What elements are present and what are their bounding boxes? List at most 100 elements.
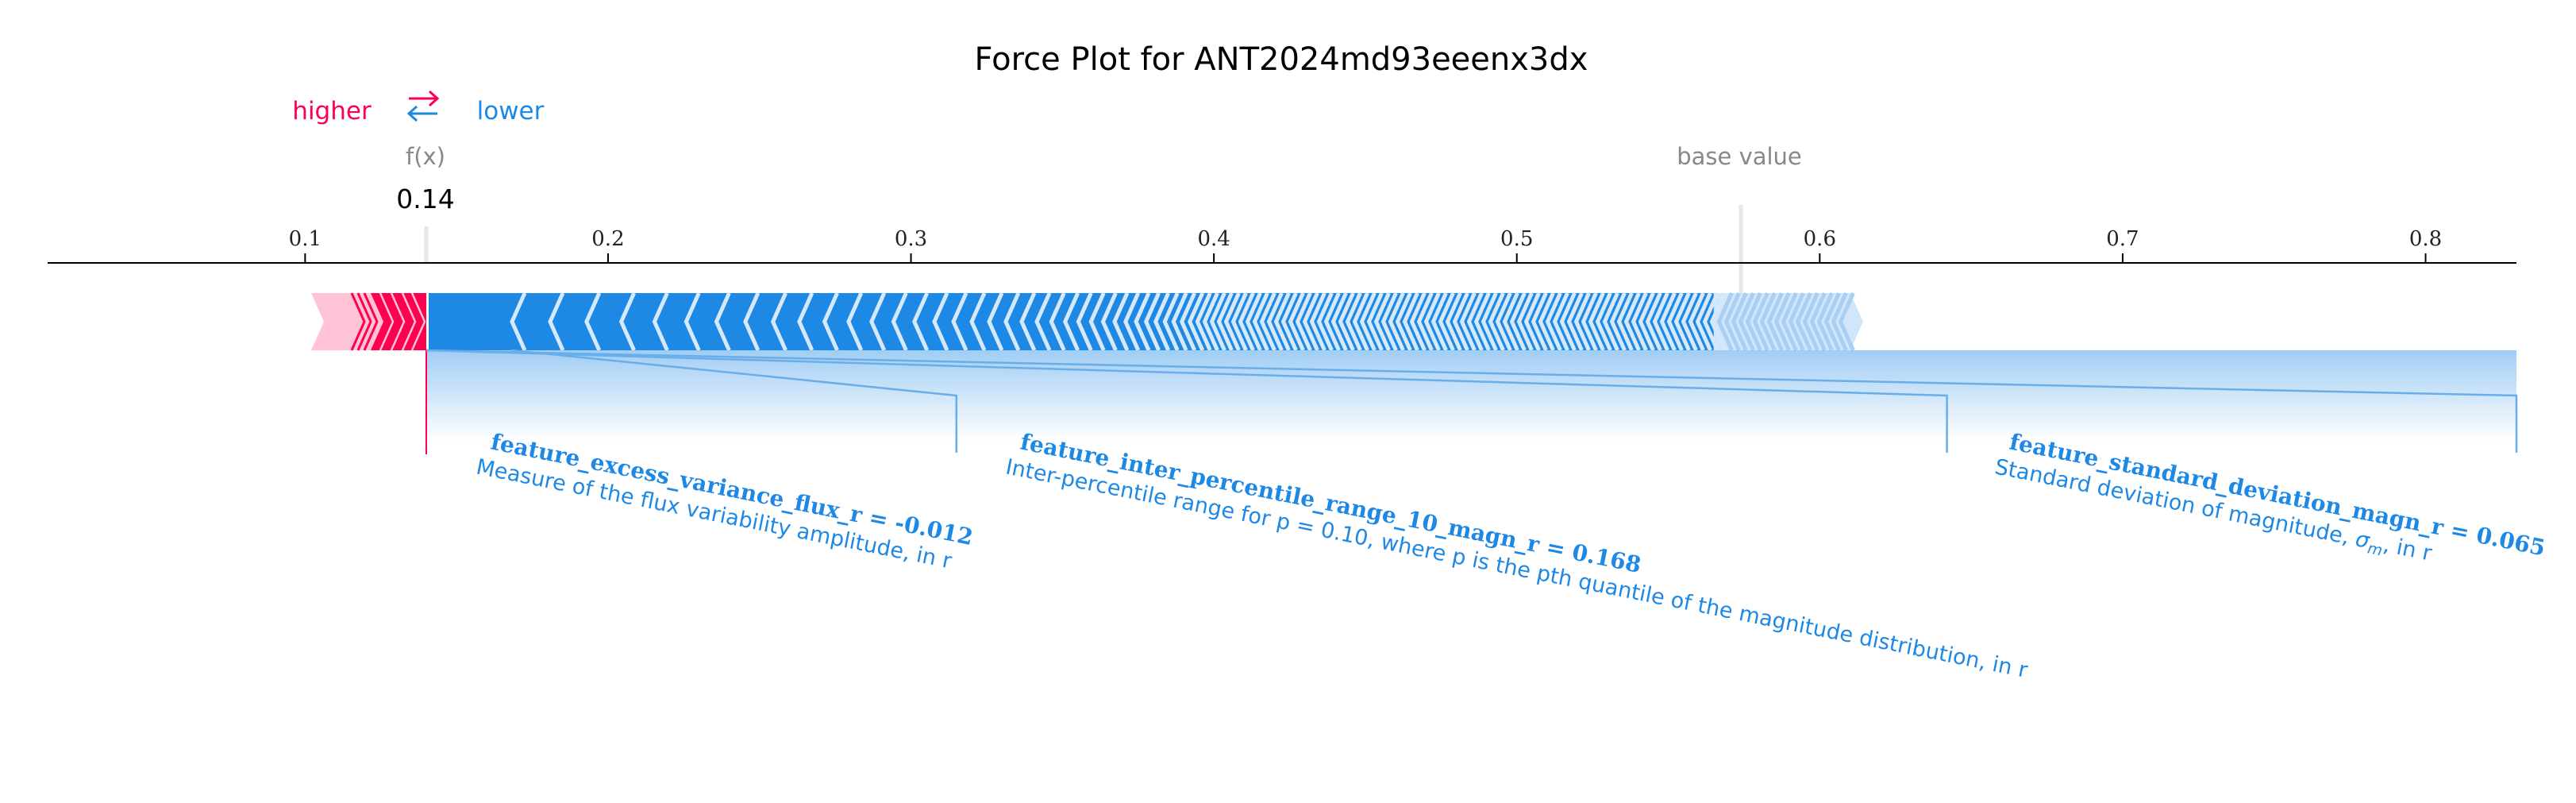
negative-chevron bbox=[1731, 291, 1748, 352]
negative-chevron bbox=[1171, 291, 1188, 352]
negative-chevron bbox=[1473, 291, 1491, 352]
negative-chevron bbox=[1359, 291, 1377, 352]
negative-chevron bbox=[618, 291, 636, 352]
negative-chevron bbox=[1143, 291, 1161, 352]
positive-chevron bbox=[390, 292, 406, 351]
negative-chevron bbox=[1288, 291, 1305, 352]
annotation-connector bbox=[425, 349, 1948, 453]
negative-chevron bbox=[1773, 291, 1791, 352]
negative-chevron bbox=[1409, 291, 1427, 352]
negative-chevron bbox=[584, 291, 602, 352]
fx-label: f(x) bbox=[406, 143, 445, 170]
negative-chevron bbox=[1252, 291, 1269, 352]
negative-chevron bbox=[1316, 291, 1334, 352]
negative-chevron bbox=[1588, 291, 1605, 352]
negative-chevron bbox=[1509, 291, 1527, 352]
negative-chevron bbox=[683, 291, 701, 352]
negative-chevron bbox=[1380, 291, 1398, 352]
negative-chevron bbox=[1716, 291, 1734, 352]
negative-chevron bbox=[1049, 291, 1066, 352]
negative-chevron bbox=[1495, 291, 1512, 352]
negative-chevron bbox=[891, 291, 908, 352]
negative-chevron bbox=[1003, 291, 1021, 352]
negative-chevron bbox=[1416, 291, 1434, 352]
negative-chevron bbox=[1345, 291, 1362, 352]
negative-chevron bbox=[1666, 291, 1684, 352]
x-tick-label: 0.7 bbox=[2106, 227, 2139, 251]
annotation-description: Inter-percentile range for p = 0.10, whe… bbox=[1003, 454, 2030, 683]
negative-chevron bbox=[1466, 291, 1484, 352]
negative-chevron bbox=[1452, 291, 1469, 352]
negative-chevron bbox=[1034, 291, 1052, 352]
negative-chevron bbox=[1502, 291, 1519, 352]
legend-arrows-icon bbox=[406, 90, 440, 122]
fx-value: 0.14 bbox=[396, 183, 454, 214]
negative-chevron bbox=[869, 291, 887, 352]
negative-chevron bbox=[1838, 291, 1855, 352]
negative-chevron bbox=[1709, 291, 1727, 352]
annotation-description-subscript: m bbox=[2366, 539, 2384, 559]
negative-chevron bbox=[1723, 291, 1741, 352]
negative-chevron bbox=[1595, 291, 1612, 352]
annotation-connector bbox=[425, 349, 2518, 453]
negative-chevron bbox=[1631, 291, 1648, 352]
negative-chevron bbox=[1180, 291, 1197, 352]
negative-chevron bbox=[1695, 291, 1712, 352]
negative-chevron bbox=[1295, 291, 1312, 352]
negative-chevron bbox=[1616, 291, 1634, 352]
negative-chevron bbox=[1230, 291, 1248, 352]
negative-chevron bbox=[1280, 291, 1298, 352]
negative-chevron bbox=[1538, 291, 1555, 352]
negative-chevron bbox=[1223, 291, 1241, 352]
negative-chevron bbox=[987, 291, 1004, 352]
negative-chevron bbox=[1162, 291, 1180, 352]
negative-chevron bbox=[1309, 291, 1327, 352]
negative-chevron bbox=[510, 291, 527, 352]
negative-chevron bbox=[1531, 291, 1548, 352]
negative-chevron bbox=[1134, 291, 1151, 352]
base-value-label: base value bbox=[1677, 143, 1802, 170]
negative-chevron bbox=[932, 291, 949, 352]
x-tick-label: 0.8 bbox=[2409, 227, 2442, 251]
negative-chevron bbox=[1209, 291, 1226, 352]
negative-chevron bbox=[1609, 291, 1627, 352]
annotation-label-group: feature_inter_percentile_range_10_magn_r… bbox=[1003, 429, 2030, 684]
negative-chevron bbox=[846, 291, 864, 352]
negative-chevron bbox=[1123, 291, 1141, 352]
negative-chevron bbox=[1188, 291, 1205, 352]
negative-chevron bbox=[1445, 291, 1462, 352]
x-tick-label: 0.6 bbox=[1804, 227, 1836, 251]
negative-chevron bbox=[1100, 291, 1118, 352]
negative-chevron bbox=[951, 291, 968, 352]
negative-chevron bbox=[822, 291, 839, 352]
negative-chevron bbox=[1423, 291, 1441, 352]
x-tick-label: 0.3 bbox=[895, 227, 927, 251]
negative-chevron bbox=[1638, 291, 1655, 352]
negative-chevron bbox=[1752, 291, 1769, 352]
negative-chevron bbox=[1153, 291, 1171, 352]
negative-chevron bbox=[1673, 291, 1691, 352]
negative-chevron bbox=[1430, 291, 1448, 352]
negative-chevron bbox=[1352, 291, 1369, 352]
negative-chevron bbox=[1330, 291, 1348, 352]
positive-chevron bbox=[363, 292, 379, 351]
negative-chevron bbox=[1516, 291, 1534, 352]
annotation-label-group: feature_excess_variance_flux_r = -0.012M… bbox=[474, 429, 975, 574]
negative-chevron bbox=[1809, 291, 1827, 352]
negative-chevron bbox=[1402, 291, 1419, 352]
negative-chevron bbox=[1438, 291, 1455, 352]
legend-lower: lower bbox=[477, 97, 545, 125]
negative-chevron bbox=[1338, 291, 1355, 352]
negative-chevron bbox=[912, 291, 930, 352]
x-tick-label: 0.4 bbox=[1197, 227, 1230, 251]
negative-chevron bbox=[714, 291, 731, 352]
negative-chevron bbox=[797, 291, 814, 352]
negative-chevron bbox=[1702, 291, 1719, 352]
negative-chevron bbox=[1019, 291, 1037, 352]
negative-chevron bbox=[1266, 291, 1284, 352]
negative-chevron bbox=[1738, 291, 1755, 352]
negative-chevron bbox=[770, 291, 787, 352]
negative-chevron bbox=[1659, 291, 1677, 352]
negative-chevron bbox=[1545, 291, 1562, 352]
